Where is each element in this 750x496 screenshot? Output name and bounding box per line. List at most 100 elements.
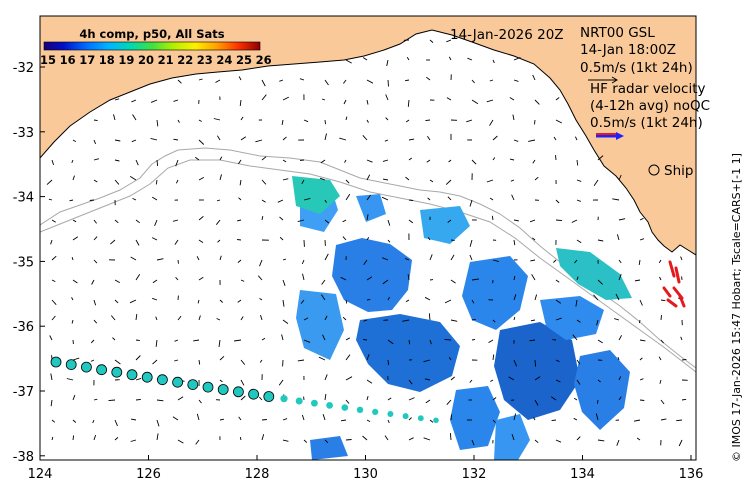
current-vector: [72, 236, 79, 241]
current-vector: [408, 138, 415, 141]
current-vector: [508, 376, 515, 381]
drifter-track: [50, 356, 439, 424]
current-vector: [534, 376, 541, 381]
colorbar-label: 17: [79, 53, 95, 67]
lat-tick-label: -33: [13, 126, 34, 141]
current-vector: [532, 74, 536, 81]
credit-text: © IMOS 17-Jan-2026 15:47 Hobart; Tscale=…: [730, 153, 743, 462]
current-vector: [471, 299, 475, 304]
current-vector: [447, 219, 452, 223]
current-vector: [615, 293, 620, 301]
current-vector: [175, 159, 179, 167]
current-vector: [366, 174, 371, 181]
current-vector: [219, 174, 222, 181]
current-vector: [429, 419, 434, 423]
current-vector: [239, 436, 242, 441]
current-vector: [282, 299, 285, 307]
current-vector: [240, 379, 245, 386]
current-vector: [72, 279, 78, 284]
current-vector: [405, 176, 410, 181]
current-vector: [362, 135, 368, 141]
colorbar-labels: 15 16 17 18 19 20 21 22 23 24 25 26: [40, 53, 272, 67]
current-vector: [639, 357, 643, 361]
current-vector: [135, 377, 142, 381]
current-vector: [366, 395, 369, 401]
current-vector: [659, 379, 662, 384]
current-vector: [255, 139, 263, 143]
lon-tick-label: 128: [245, 467, 270, 482]
current-vector: [555, 279, 560, 283]
drifter-point: [326, 402, 333, 409]
current-vector: [239, 99, 242, 107]
drifter-point: [126, 369, 138, 381]
current-vector: [366, 298, 371, 301]
current-vector: [425, 399, 431, 404]
current-vector: [198, 315, 201, 321]
lat-tick-label: -38: [13, 450, 34, 465]
colorbar-label: 18: [99, 53, 115, 67]
current-vector: [156, 119, 159, 127]
current-vector: [555, 219, 563, 222]
legend-product: NRT00 GSL: [580, 25, 655, 41]
product-title: 4h comp, p50, All Sats: [79, 27, 224, 41]
current-vector: [66, 378, 74, 381]
current-vector: [135, 339, 140, 342]
current-vector: [322, 334, 326, 341]
current-vector: [198, 276, 204, 281]
current-vector: [530, 319, 536, 322]
current-vector: [217, 135, 221, 141]
current-vector: [345, 179, 350, 184]
current-vector: [69, 199, 74, 202]
colorbar: 4h comp, p50, All Sats 15 16 17 18 19 20 21 22 2…: [40, 27, 272, 67]
lon-tick-label: 134: [570, 467, 595, 482]
current-vector: [282, 258, 287, 261]
current-vector: [429, 39, 434, 43]
current-vector: [492, 319, 496, 323]
current-vector: [408, 417, 412, 421]
current-vector: [387, 397, 392, 401]
drifter-point: [156, 374, 168, 386]
current-vector: [340, 419, 347, 422]
current-vector: [301, 179, 305, 185]
current-vector: [215, 219, 221, 225]
current-vector: [450, 279, 456, 284]
current-vector: [114, 98, 120, 101]
current-vector: [198, 78, 203, 81]
lon-tick-label: 136: [679, 467, 704, 482]
current-vector: [597, 379, 601, 383]
current-vector: [51, 436, 54, 441]
current-vector: [382, 257, 389, 261]
current-vector: [238, 159, 242, 165]
current-vector: [175, 179, 179, 184]
current-vector: [114, 139, 121, 142]
current-vector: [382, 279, 389, 285]
current-vector: [639, 299, 643, 306]
current-vector: [509, 97, 515, 101]
current-vector: [345, 116, 348, 121]
current-vector: [489, 119, 494, 126]
current-vector: [277, 199, 284, 203]
current-vector: [510, 179, 515, 182]
current-vector: [93, 139, 97, 145]
current-vector: [130, 439, 137, 442]
drifter-point: [295, 397, 303, 405]
current-vector: [112, 337, 116, 341]
current-vector: [110, 315, 116, 321]
current-vector: [198, 177, 205, 181]
current-vector: [303, 197, 311, 201]
current-vector: [261, 179, 267, 185]
current-vector: [71, 297, 74, 301]
current-vector: [282, 96, 290, 101]
current-vector: [174, 359, 179, 362]
current-vector: [387, 219, 391, 226]
current-vector: [281, 119, 284, 125]
current-vector: [177, 315, 182, 321]
current-vector: [258, 396, 263, 401]
current-vector: [114, 179, 120, 185]
current-vector: [339, 137, 347, 141]
current-vector: [261, 419, 267, 421]
current-vector: [345, 299, 348, 304]
current-vector: [576, 159, 579, 166]
current-vector: [93, 219, 97, 224]
current-vector: [427, 136, 431, 141]
